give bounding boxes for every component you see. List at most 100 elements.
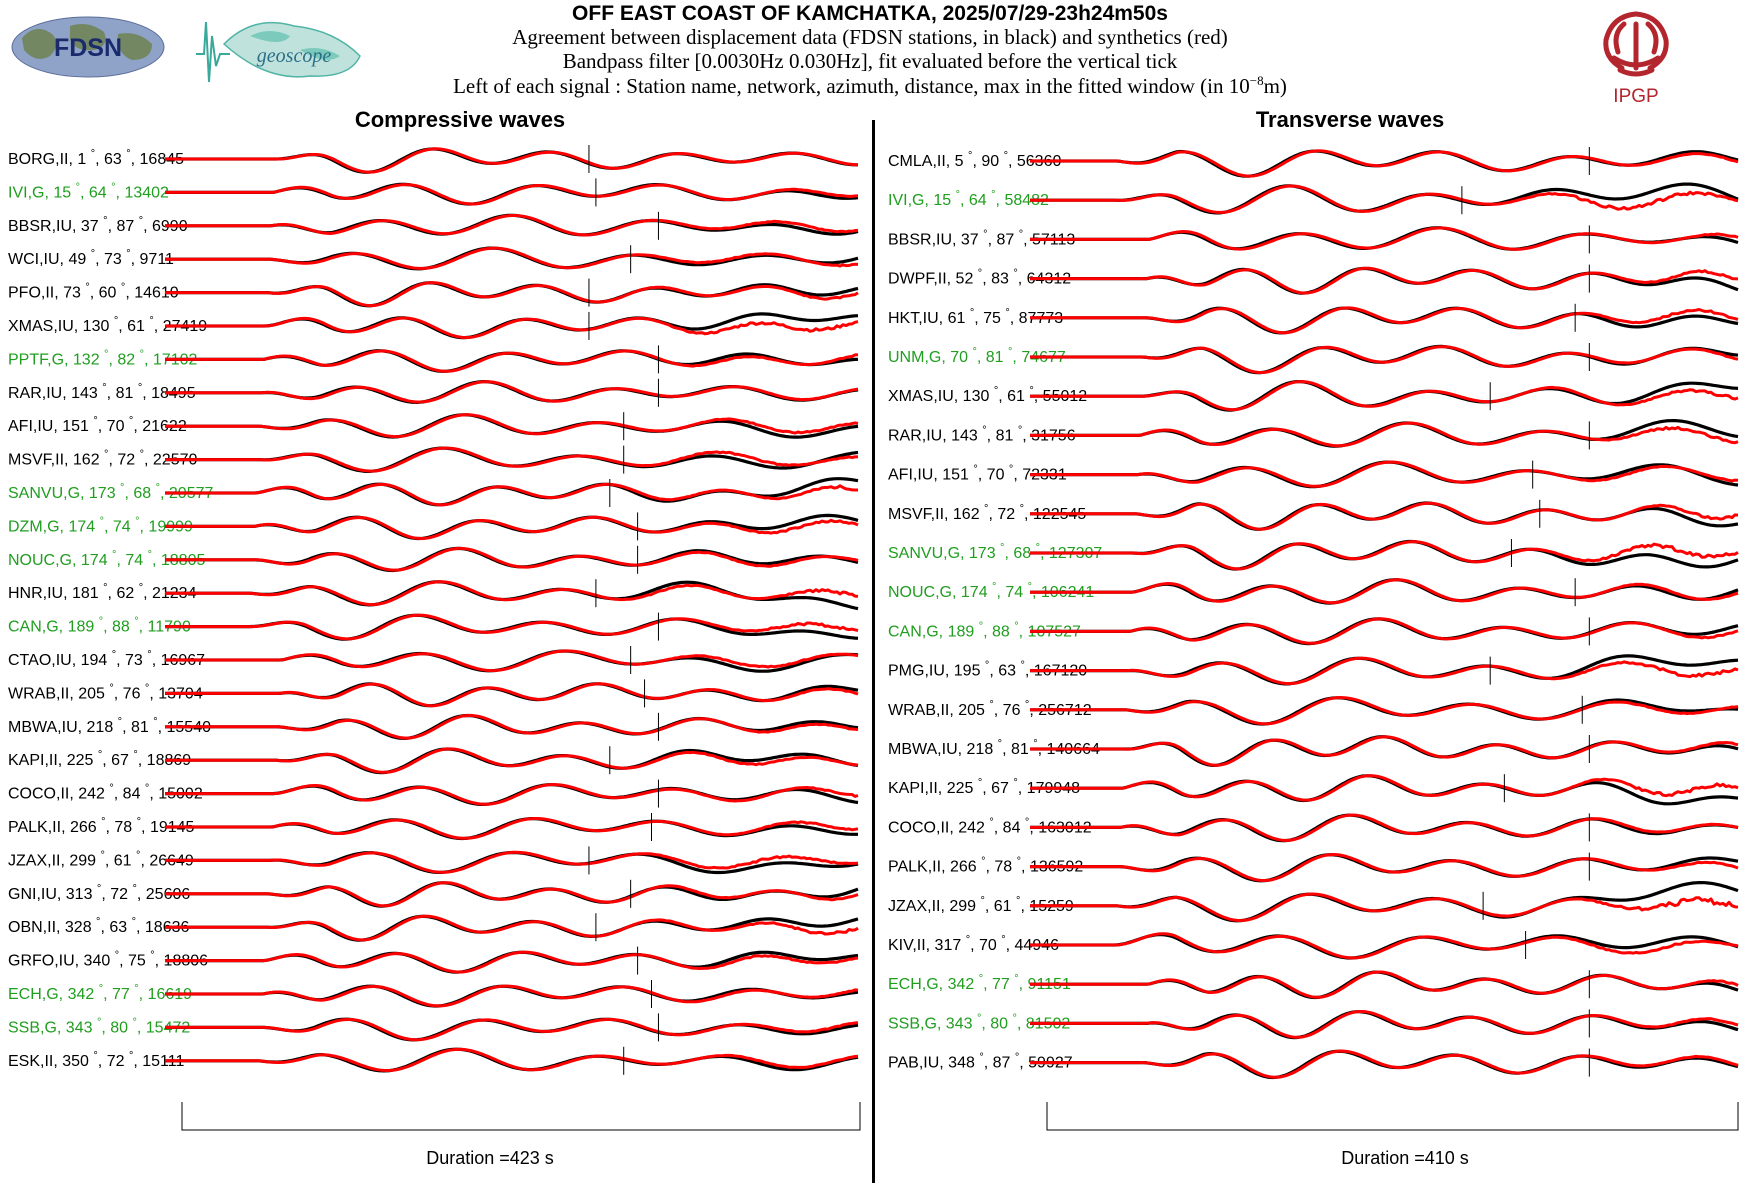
synthetic-trace: [165, 1047, 859, 1072]
synthetic-trace: [1030, 813, 1739, 842]
station-label: SSB,G, 343 °, 80 °, 81502: [888, 1012, 1070, 1032]
station-label: SSB,G, 343 °, 80 °, 15472: [8, 1016, 190, 1036]
synthetic-trace: [165, 881, 859, 908]
synthetic-trace: [165, 214, 859, 237]
station-label: CAN,G, 189 °, 88 °, 107527: [888, 620, 1081, 640]
synthetic-trace: [165, 783, 859, 806]
synthetic-trace: [165, 817, 859, 840]
synthetic-trace: [165, 183, 859, 206]
synthetic-trace: [165, 316, 859, 339]
synthetic-trace: [165, 984, 859, 1008]
station-label: ECH,G, 342 °, 77 °, 16619: [8, 983, 192, 1003]
synthetic-trace: [1030, 1010, 1739, 1039]
station-label: AFI,IU, 151 °, 70 °, 21622: [8, 415, 187, 435]
synthetic-trace: [165, 413, 859, 439]
fdsn-logo: FDSN: [11, 16, 165, 78]
synthetic-trace: [165, 380, 859, 404]
synthetic-trace: [1030, 380, 1739, 412]
synthetic-trace: [165, 914, 859, 942]
synthetic-trace: [1030, 578, 1739, 605]
data-trace: [165, 817, 858, 841]
data-trace: [1030, 344, 1739, 375]
synthetic-trace: [1030, 892, 1739, 923]
data-trace: [1030, 933, 1739, 960]
synthetic-trace: [1030, 266, 1739, 295]
figure-title: OFF EAST COAST OF KAMCHATKA, 2025/07/29-…: [572, 2, 1168, 25]
synthetic-trace: [165, 349, 859, 373]
station-label: DZM,G, 174 °, 74 °, 19999: [8, 515, 193, 535]
synthetic-trace: [165, 1017, 859, 1042]
synthetic-trace: [165, 515, 859, 540]
station-label: MBWA,IU, 218 °, 81 °, 15540: [8, 716, 211, 736]
station-label: IVI,G, 15 °, 64 °, 13402: [8, 181, 169, 201]
synthetic-trace: [165, 682, 859, 708]
synthetic-trace: [165, 649, 859, 673]
station-label: WRAB,II, 205 °, 76 °, 256712: [888, 699, 1092, 719]
synthetic-trace: [1030, 226, 1739, 251]
description-line-3-exponent: −8: [1249, 73, 1264, 88]
synthetic-trace: [165, 446, 859, 473]
synthetic-trace: [1030, 656, 1739, 686]
synthetic-trace: [165, 713, 859, 740]
description-line-3: Left of each signal : Station name, netw…: [0, 73, 1740, 99]
synthetic-trace: [165, 546, 859, 572]
compressive-panel-title: Compressive waves: [354, 107, 566, 132]
station-label: KAPI,II, 225 °, 67 °, 18869: [8, 749, 191, 769]
station-label: OBN,II, 328 °, 63 °, 18636: [8, 916, 189, 936]
station-label: MSVF,II, 162 °, 72 °, 22570: [8, 449, 197, 469]
description-line-3-suffix: m): [1263, 74, 1287, 98]
description-line-3-prefix: Left of each signal : Station name, netw…: [453, 74, 1250, 98]
synthetic-trace: [1030, 853, 1739, 882]
synthetic-trace: [1030, 696, 1739, 726]
station-label: NOUC,G, 174 °, 74 °, 18805: [8, 549, 205, 569]
fdsn-logo-text: FDSN: [54, 34, 122, 62]
synthetic-trace: [1030, 970, 1739, 999]
data-trace: [1030, 539, 1739, 571]
synthetic-trace: [1030, 617, 1739, 645]
station-label: CAN,G, 189 °, 88 °, 11790: [8, 616, 191, 636]
synthetic-trace: [1030, 774, 1739, 802]
panel-divider: [872, 120, 875, 1183]
data-trace: [1030, 881, 1739, 923]
synthetic-trace: [1030, 149, 1739, 178]
station-label: HKT,IU, 61 °, 75 °, 87773: [888, 307, 1063, 327]
duration-bracket: [181, 1102, 861, 1131]
synthetic-trace: [165, 747, 859, 774]
synthetic-trace: [165, 281, 859, 308]
station-label: PAB,IU, 348 °, 87 °, 59927: [888, 1052, 1073, 1072]
station-label: HNR,IU, 181 °, 62 °, 21234: [8, 582, 197, 602]
synthetic-trace: [1030, 306, 1739, 335]
synthetic-trace: [1030, 501, 1739, 531]
station-label: WCI,IU, 49 °, 73 °, 9711: [8, 248, 174, 268]
station-label: PFO,II, 73 °, 60 °, 14610: [8, 282, 179, 302]
data-trace: [165, 182, 859, 206]
synthetic-trace: [1030, 460, 1739, 488]
synthetic-trace: [1030, 932, 1739, 960]
station-label: SANVU,G, 173 °, 68 °, 127307: [888, 542, 1102, 562]
synthetic-trace: [165, 246, 859, 270]
data-trace: [1030, 419, 1739, 448]
synthetic-trace: [1030, 1049, 1739, 1079]
synthetic-trace: [165, 147, 859, 174]
transverse-duration-label: Duration =410 s: [1341, 1148, 1469, 1168]
synthetic-trace: [165, 482, 858, 507]
transverse-panel-title: Transverse waves: [1255, 107, 1445, 132]
data-trace: [1030, 735, 1739, 767]
synthetic-trace: [1030, 735, 1739, 767]
description-line-2: Bandpass filter [0.0030Hz 0.030Hz], fit …: [562, 49, 1178, 73]
station-label: BORG,II, 1 °, 63 °, 16845: [8, 148, 184, 168]
synthetic-trace: [165, 950, 859, 974]
synthetic-trace: [165, 580, 859, 607]
data-trace: [165, 1017, 859, 1042]
data-trace: [1030, 774, 1739, 806]
ipgp-logo: IPGP: [1603, 11, 1669, 107]
geoscope-logo: geoscope: [196, 21, 361, 83]
station-label: JZAX,II, 299 °, 61 °, 15259: [888, 895, 1074, 915]
compressive-duration-label: Duration =423 s: [426, 1148, 554, 1168]
data-trace: [165, 546, 859, 573]
geoscope-logo-text: geoscope: [257, 45, 332, 67]
data-trace: [165, 477, 859, 507]
synthetic-trace: [165, 850, 859, 874]
